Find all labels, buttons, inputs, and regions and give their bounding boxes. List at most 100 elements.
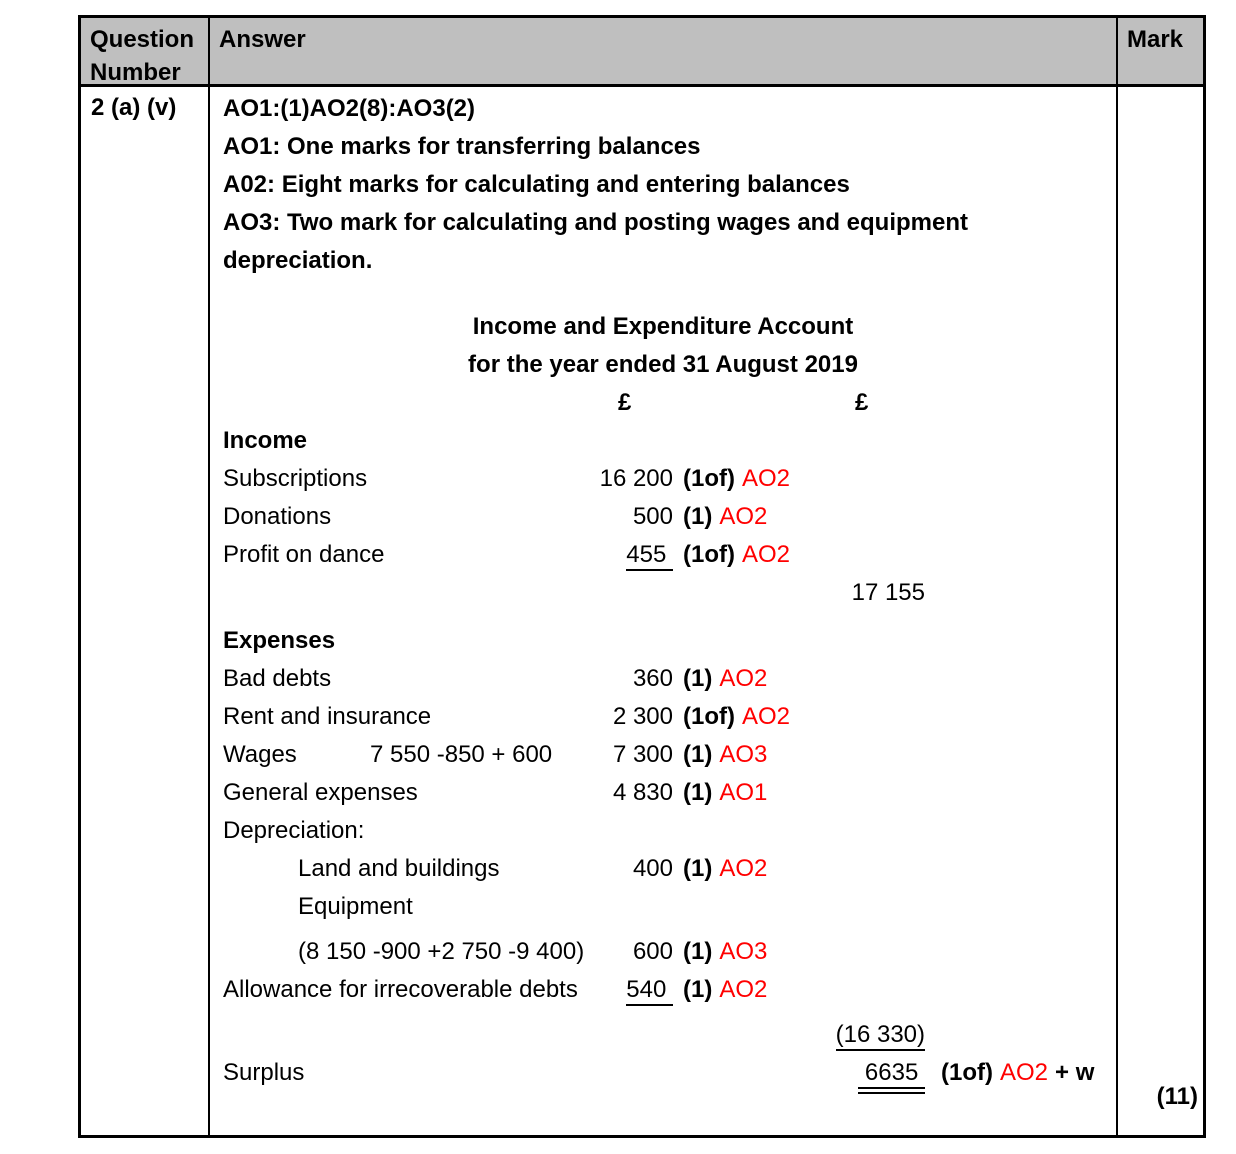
header-mark: Mark: [1118, 18, 1203, 87]
row-rent-and-insurance: Rent and insurance 2 300 (1of) AO2: [223, 698, 1116, 736]
ao-tag: AO2: [741, 703, 791, 730]
account-period: for the year ended 31 August 2019: [468, 351, 858, 378]
ao-tag: AO2: [999, 1059, 1049, 1086]
ao-tag: AO3: [719, 938, 768, 965]
row-amount: 7 300: [612, 741, 673, 768]
mark-tag: (1): [683, 938, 713, 965]
row-amount: 600: [632, 938, 673, 965]
mark-scheme-table: Question Number Answer Mark 2 (a) (v) AO…: [78, 15, 1206, 1138]
row-donations: Donations 500 (1) AO2: [223, 498, 1116, 536]
currency-symbol-col2: £: [855, 389, 869, 416]
row-label: Rent and insurance: [223, 703, 432, 730]
mark-tag: (1): [683, 855, 713, 882]
row-subscriptions: Subscriptions 16 200 (1of) AO2: [223, 460, 1116, 498]
spacer: [223, 1009, 1116, 1016]
mark-tag: (1): [683, 976, 713, 1003]
row-label: Land and buildings: [298, 855, 500, 882]
ao-tag: AO2: [719, 503, 768, 530]
ao-tag: AO3: [719, 741, 768, 768]
ao-tag: AO2: [719, 855, 768, 882]
ao2-note-line: A02: Eight marks for calculating and ent…: [223, 171, 850, 198]
row-equipment-calculation: (8 150 -900 +2 750 -9 400) 600 (1) AO3: [223, 933, 1116, 971]
ao-tag: AO1: [719, 779, 768, 806]
row-label: Allowance for irrecoverable debts: [223, 976, 578, 1003]
question-number-cell: 2 (a) (v): [81, 87, 210, 1135]
underlined-amount: 540: [626, 976, 673, 1006]
underlined-amount: (16 330): [835, 1021, 925, 1051]
ao-tag: AO2: [719, 976, 768, 1003]
row-annotation: (1of) AO2: [683, 536, 790, 574]
mark-tag: (1of): [683, 703, 735, 730]
row-amount: 540: [523, 971, 673, 1009]
row-label: Surplus: [223, 1059, 305, 1086]
currency-header-line: £ £: [223, 384, 1116, 422]
income-total-amount: 17 155: [851, 579, 925, 606]
row-annotation: (1) AO2: [683, 971, 767, 1009]
row-annotation: (1) AO1: [683, 774, 767, 812]
ao3-note-continuation: depreciation.: [223, 247, 373, 274]
row-annotation: (1) AO3: [683, 933, 767, 971]
ao-tag: AO2: [719, 665, 768, 692]
ao-summary-line: AO1:(1)AO2(8):AO3(2): [223, 95, 476, 122]
row-income-total: 17 155: [223, 574, 1116, 612]
row-label: (8 150 -900 +2 750 -9 400): [298, 938, 585, 965]
row-annotation: (1) AO2: [683, 498, 767, 536]
row-amount: 2 300: [612, 703, 673, 730]
row-land-and-buildings: Land and buildings 400 (1) AO2: [223, 850, 1116, 888]
expenses-heading: Expenses: [223, 627, 336, 654]
spacer: [223, 280, 1116, 308]
mark-tag: (1): [683, 665, 713, 692]
row-label: Bad debts: [223, 665, 332, 692]
row-amount: 455: [523, 536, 673, 574]
row-label: Subscriptions: [223, 465, 368, 492]
income-heading: Income: [223, 427, 308, 454]
mark-cell: (11): [1118, 87, 1203, 1135]
spacer: [223, 926, 1116, 933]
row-label: Wages: [223, 741, 297, 768]
answer-cell: AO1:(1)AO2(8):AO3(2) AO1: One marks for …: [210, 87, 1118, 1135]
row-wages: Wages 7 550 -850 + 600 7 300 (1) AO3: [223, 736, 1116, 774]
mark-tag: (1of): [683, 465, 735, 492]
mark-tag: (1): [683, 779, 713, 806]
depreciation-heading: Depreciation:: [223, 817, 365, 844]
own-figure-suffix: + w: [1055, 1059, 1095, 1086]
row-general-expenses: General expenses 4 830 (1) AO1: [223, 774, 1116, 812]
row-amount: 500: [632, 503, 673, 530]
row-amount: 400: [632, 855, 673, 882]
row-allowance-irrecoverable-debts: Allowance for irrecoverable debts 540 (1…: [223, 971, 1116, 1009]
row-amount: 6635: [725, 1054, 925, 1094]
wages-calculation: 7 550 -850 + 600: [370, 741, 553, 768]
mark-tag: (1of): [683, 541, 735, 568]
underlined-amount: 455: [626, 541, 673, 571]
row-annotation: (1) AO3: [683, 736, 767, 774]
spacer: [223, 612, 1116, 622]
row-equipment: Equipment: [223, 888, 1116, 926]
row-annotation: (1of) AO2: [683, 698, 790, 736]
row-label: Donations: [223, 503, 332, 530]
row-label: Equipment: [298, 893, 413, 920]
row-annotation: (1of) AO2: [683, 460, 790, 498]
row-expenses-total: (16 330): [223, 1016, 1116, 1054]
ao-tag: AO2: [741, 541, 791, 568]
row-annotation: (1of) AO2 + w: [941, 1054, 1094, 1092]
header-answer: Answer: [210, 18, 1118, 87]
double-underlined-amount: 6635: [858, 1059, 925, 1094]
expenses-total-amount: (16 330): [725, 1016, 925, 1054]
row-annotation: (1) AO2: [683, 850, 767, 888]
ao-tag: AO2: [741, 465, 791, 492]
row-amount: 16 200: [599, 465, 673, 492]
row-label: Profit on dance: [223, 541, 385, 568]
mark-tag: (1): [683, 503, 713, 530]
row-annotation: (1) AO2: [683, 660, 767, 698]
row-surplus: Surplus 6635 (1of) AO2 + w: [223, 1054, 1116, 1094]
header-question-number: Question Number: [81, 18, 210, 87]
currency-symbol-col1: £: [618, 389, 632, 416]
row-profit-on-dance: Profit on dance 455 (1of) AO2: [223, 536, 1116, 574]
ao3-note-line: AO3: Two mark for calculating and postin…: [223, 209, 968, 236]
mark-tag: (1of): [941, 1059, 993, 1086]
mark-value: (11): [1156, 1083, 1198, 1110]
ao1-note-line: AO1: One marks for transferring balances: [223, 133, 701, 160]
row-bad-debts: Bad debts 360 (1) AO2: [223, 660, 1116, 698]
row-label: General expenses: [223, 779, 418, 806]
mark-tag: (1): [683, 741, 713, 768]
